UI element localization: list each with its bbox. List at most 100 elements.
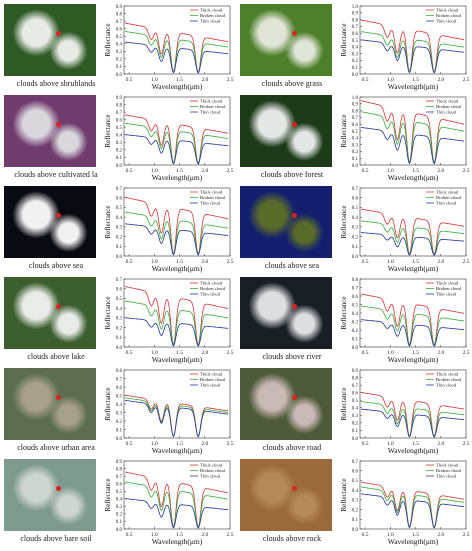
y-axis-label: Reflectance — [104, 387, 112, 420]
data-point — [136, 483, 138, 485]
x-tick-label: 2.0 — [201, 441, 208, 447]
data-point — [163, 227, 165, 229]
data-point — [399, 46, 401, 48]
data-point — [386, 36, 388, 38]
data-point — [136, 398, 138, 400]
data-point — [384, 47, 386, 49]
data-point — [406, 249, 408, 251]
data-point — [214, 233, 216, 235]
data-point — [372, 40, 374, 42]
data-point — [136, 213, 138, 215]
panel-caption: clouds above lake — [27, 352, 85, 361]
data-point — [170, 247, 172, 249]
data-point — [424, 402, 426, 404]
x-tick-label: 2.0 — [437, 532, 444, 538]
y-tick-label: 0.5 — [352, 39, 359, 44]
data-point — [214, 225, 216, 227]
data-point — [440, 499, 442, 501]
legend-label: Broken cloud — [200, 468, 226, 473]
data-point — [126, 122, 128, 124]
panel-caption: clouds above rock — [262, 534, 322, 543]
data-point — [214, 315, 216, 317]
data-point — [153, 408, 155, 410]
data-point — [372, 210, 374, 212]
data-point — [411, 323, 413, 325]
y-axis-label: Reflectance — [340, 478, 348, 511]
x-tick-label: 1.5 — [412, 259, 419, 265]
data-point — [415, 501, 417, 503]
data-point — [384, 136, 386, 138]
data-point — [131, 212, 133, 214]
data-point — [460, 130, 462, 132]
data-point — [209, 507, 211, 509]
y-tick-label: 0.1 — [116, 520, 123, 525]
data-point — [421, 314, 423, 316]
data-point — [131, 498, 133, 500]
data-point — [167, 132, 169, 134]
plot-frame — [359, 187, 467, 257]
data-point — [362, 31, 364, 33]
x-tick-label: 2.0 — [437, 350, 444, 356]
data-point — [191, 42, 193, 44]
data-point — [219, 306, 221, 308]
data-point — [204, 507, 206, 509]
data-point — [392, 237, 394, 239]
data-point — [403, 306, 405, 308]
satellite-image — [4, 186, 96, 258]
data-point — [396, 246, 398, 248]
y-tick-label: 0.3 — [352, 52, 359, 57]
data-point — [226, 46, 228, 48]
legend-label: Thick cloud — [436, 8, 459, 13]
data-point — [389, 492, 391, 494]
data-point — [219, 497, 221, 499]
data-point — [156, 492, 158, 494]
y-tick-label: 0.2 — [352, 235, 359, 240]
data-point — [136, 224, 138, 226]
x-tick-label: 1.0 — [151, 77, 158, 83]
sample-marker-icon — [55, 395, 61, 401]
data-point — [386, 239, 388, 241]
data-point — [153, 125, 155, 127]
x-tick-label: 0.5 — [362, 168, 369, 174]
data-point — [160, 242, 162, 244]
x-tick-label: 1.5 — [176, 350, 183, 356]
data-point — [427, 308, 429, 310]
data-point — [415, 135, 417, 137]
data-point — [421, 114, 423, 116]
data-point — [150, 315, 152, 317]
data-point — [170, 520, 172, 522]
data-point — [163, 235, 165, 237]
data-point — [126, 197, 128, 199]
y-tick-label: 0.7 — [116, 20, 123, 25]
data-point — [415, 47, 417, 49]
data-point — [440, 127, 442, 129]
data-point — [424, 495, 426, 497]
satellite-image — [240, 186, 332, 258]
data-point — [226, 327, 228, 329]
sample-marker-icon — [291, 304, 297, 310]
data-point — [197, 527, 199, 529]
data-point — [389, 325, 391, 327]
data-point — [204, 43, 206, 45]
data-point — [436, 517, 438, 519]
data-point — [148, 405, 150, 407]
y-tick-label: 0.6 — [116, 27, 123, 32]
y-tick-label: 0.1 — [352, 157, 359, 162]
data-point — [372, 483, 374, 485]
data-point — [399, 140, 401, 142]
data-point — [377, 129, 379, 131]
data-point — [156, 299, 158, 301]
data-point — [415, 409, 417, 411]
data-point — [224, 234, 226, 236]
data-point — [179, 41, 181, 43]
data-point — [384, 220, 386, 222]
data-point — [158, 238, 160, 240]
data-point — [445, 43, 447, 45]
y-tick-label: 0.1 — [116, 245, 123, 250]
data-point — [377, 488, 379, 490]
data-point — [418, 401, 420, 403]
data-point — [182, 229, 184, 231]
y-tick-label: 0.9 — [352, 12, 359, 17]
x-tick-label: 1.5 — [176, 259, 183, 265]
data-point — [403, 325, 405, 327]
